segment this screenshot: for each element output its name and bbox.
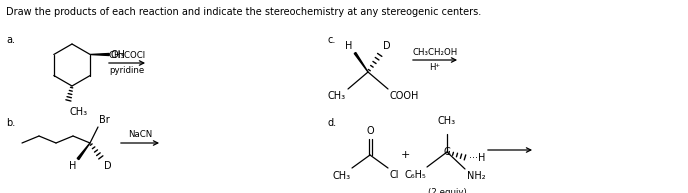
Text: OH: OH xyxy=(110,49,125,59)
Text: C: C xyxy=(444,147,451,157)
Polygon shape xyxy=(90,53,109,56)
Text: H⁺: H⁺ xyxy=(429,63,440,72)
Text: D: D xyxy=(104,161,111,171)
Text: H: H xyxy=(345,41,352,51)
Polygon shape xyxy=(77,143,90,160)
Text: pyridine: pyridine xyxy=(109,66,144,75)
Text: COOH: COOH xyxy=(389,91,418,101)
Text: a.: a. xyxy=(6,35,15,45)
Text: CH₃: CH₃ xyxy=(333,171,351,181)
Text: NaCN: NaCN xyxy=(128,130,152,139)
Text: D: D xyxy=(383,41,391,51)
Text: Draw the products of each reaction and indicate the stereochemistry at any stere: Draw the products of each reaction and i… xyxy=(6,7,481,17)
Text: +: + xyxy=(400,150,409,160)
Text: Cl: Cl xyxy=(389,170,398,180)
Text: d.: d. xyxy=(328,118,337,128)
Text: C₆H₅: C₆H₅ xyxy=(405,170,426,180)
Text: ···H: ···H xyxy=(469,153,485,163)
Text: H: H xyxy=(69,161,76,171)
Text: (2 equiv): (2 equiv) xyxy=(428,188,466,193)
Text: CH₃CH₂OH: CH₃CH₂OH xyxy=(412,48,458,57)
Text: CH₃: CH₃ xyxy=(69,107,87,117)
Text: O: O xyxy=(366,126,374,136)
Text: b.: b. xyxy=(6,118,15,128)
Polygon shape xyxy=(354,52,368,72)
Text: CH₃: CH₃ xyxy=(438,116,456,126)
Text: NH₂: NH₂ xyxy=(467,171,486,181)
Text: c.: c. xyxy=(328,35,336,45)
Text: CH₃: CH₃ xyxy=(328,91,346,101)
Text: CH₃COCl: CH₃COCl xyxy=(109,51,146,60)
Text: Br: Br xyxy=(99,115,110,125)
